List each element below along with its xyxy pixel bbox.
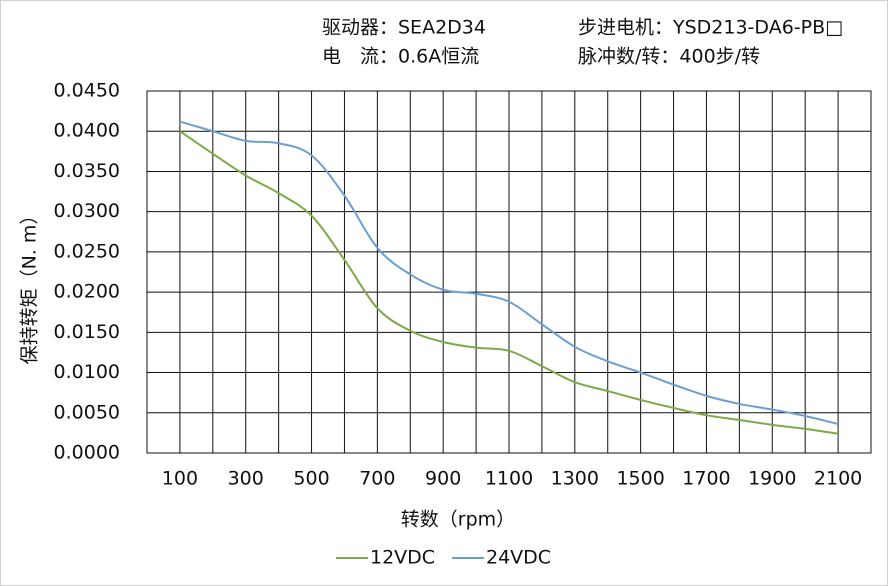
legend-label: 24VDC: [486, 547, 551, 569]
y-tick-label: 0.0350: [54, 160, 120, 182]
y-tick-label: 0.0050: [54, 401, 120, 423]
x-tick-label: 1300: [551, 468, 599, 490]
series-line: [179, 130, 839, 435]
y-tick-label: 0.0250: [54, 240, 120, 262]
plot-frame: [146, 90, 872, 454]
legend-label: 12VDC: [370, 547, 435, 569]
y-tick-label: 0.0150: [54, 321, 120, 343]
y-tick-label: 0.0000: [54, 442, 120, 464]
series-line: [179, 120, 839, 426]
x-tick-label: 2100: [814, 468, 862, 490]
x-tick-label: 700: [359, 468, 395, 490]
info-text: 电 流：0.6A恒流: [322, 46, 479, 68]
x-tick-label: 500: [293, 468, 329, 490]
y-tick-label: 0.0200: [54, 281, 120, 303]
y-tick-label: 0.0450: [54, 80, 120, 102]
x-tick-label: 1700: [682, 468, 730, 490]
x-tick-label: 900: [425, 468, 461, 490]
y-tick-label: 0.0400: [54, 120, 120, 142]
y-tick-label: 0.0100: [54, 361, 120, 383]
info-text: 驱动器：SEA2D34: [322, 17, 486, 39]
x-axis-label: 转数（rpm）: [401, 509, 515, 531]
info-text: 脉冲数/转：400步/转: [578, 46, 760, 68]
x-tick-label: 1100: [485, 468, 533, 490]
y-axis-label: 保持转矩（N. m）: [19, 206, 41, 365]
x-tick-label: 300: [228, 468, 264, 490]
info-text: 步进电机：YSD213-DA6-PB□: [578, 17, 843, 39]
x-tick-label: 1500: [616, 468, 664, 490]
x-tick-label: 1900: [748, 468, 796, 490]
y-tick-label: 0.0300: [54, 200, 120, 222]
x-tick-label: 100: [162, 468, 198, 490]
